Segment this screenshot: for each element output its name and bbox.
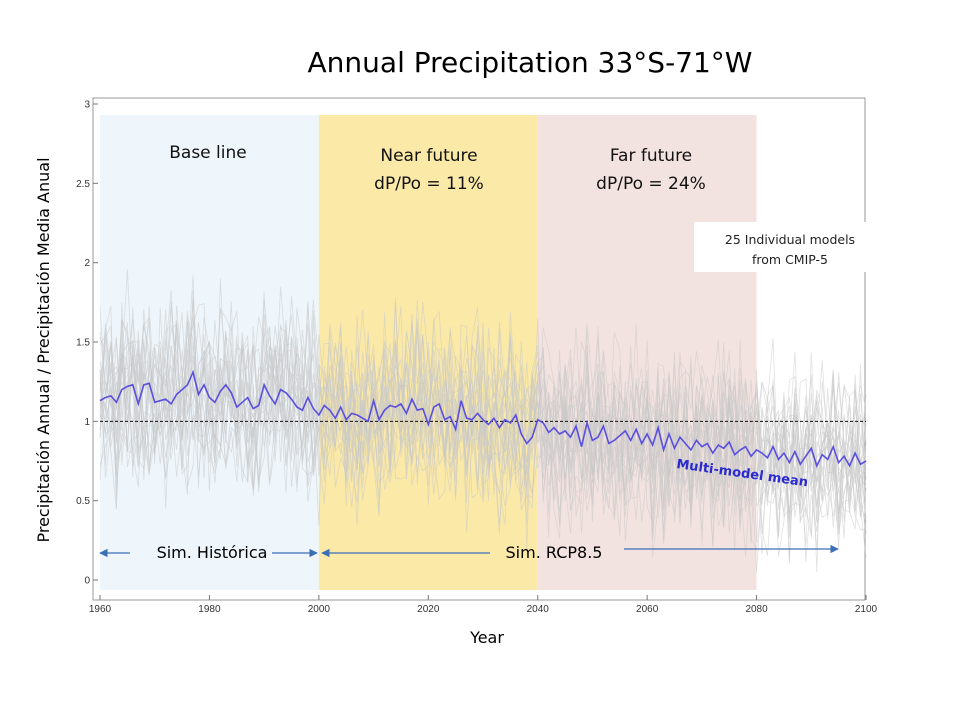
y-tick-label: 2.5: [76, 179, 90, 190]
x-tick-label: 2000: [308, 604, 331, 615]
x-tick-label: 2020: [417, 604, 440, 615]
note-box: [694, 222, 876, 272]
y-axis: 0 0.5 1 1.5 2 2.5 3: [76, 100, 98, 587]
y-tick-label: 0.5: [76, 496, 90, 507]
x-tick-label: 1980: [198, 604, 221, 615]
x-tick-label: 2060: [636, 604, 659, 615]
label-near-future-change: dP/Po = 11%: [374, 174, 484, 194]
x-axis: 1960 1980 2000 2020 2040 2060 2080 2100: [89, 595, 878, 615]
x-tick-label: 2040: [527, 604, 550, 615]
period-bands: [100, 115, 757, 590]
note-models-line2: from CMIP-5: [752, 252, 828, 267]
model-line: [99, 286, 867, 552]
label-far-future-change: dP/Po = 24%: [596, 174, 706, 194]
label-base-line: Base line: [169, 143, 246, 163]
label-near-future: Near future: [380, 146, 477, 166]
chart-title: Annual Precipitation 33°S-71°W: [308, 46, 753, 79]
y-tick-label: 1: [84, 417, 90, 428]
x-tick-label: 2080: [745, 604, 768, 615]
y-tick-label: 0: [84, 576, 90, 587]
y-tick-label: 3: [84, 100, 90, 111]
x-tick-label: 1960: [89, 604, 112, 615]
note-models-line1: 25 Individual models: [725, 232, 855, 247]
y-tick-label: 2: [84, 258, 90, 269]
y-tick-label: 1.5: [76, 338, 90, 349]
multi-model-mean-line: [99, 369, 867, 468]
x-tick-label: 2100: [855, 604, 878, 615]
model-line: [99, 312, 867, 523]
y-axis-label: Precipitación Annual / Precipitación Med…: [34, 157, 53, 542]
model-line: [99, 317, 867, 534]
model-line: [99, 307, 867, 558]
x-axis-label: Year: [469, 628, 504, 647]
label-sim-rcp: Sim. RCP8.5: [506, 543, 603, 562]
label-far-future: Far future: [610, 146, 692, 166]
model-line: [99, 310, 867, 551]
label-sim-historica: Sim. Histórica: [157, 543, 268, 562]
